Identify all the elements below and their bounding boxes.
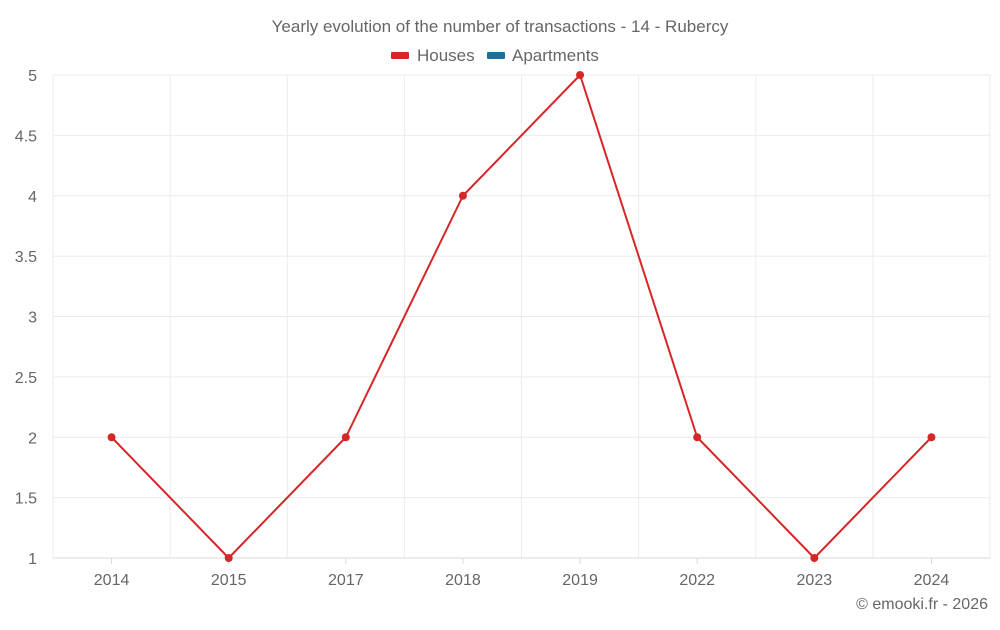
legend-swatch-apartments: [487, 52, 505, 59]
y-tick-label: 5: [28, 68, 37, 85]
data-point-houses[interactable]: [107, 433, 116, 442]
legend-swatch-houses: [391, 52, 409, 59]
data-point-houses[interactable]: [224, 554, 233, 562]
legend: Houses Apartments: [391, 46, 599, 65]
x-tick-label: 2022: [679, 572, 715, 589]
chart-title: Yearly evolution of the number of transa…: [272, 17, 729, 36]
data-point-houses[interactable]: [458, 191, 467, 200]
legend-label-apartments[interactable]: Apartments: [512, 46, 599, 65]
y-tick-label: 3: [28, 310, 37, 327]
data-point-houses[interactable]: [927, 433, 936, 442]
y-tick-label: 3.5: [15, 249, 37, 266]
x-tick-label: 2018: [445, 572, 481, 589]
x-axis: 2014 2015 2017 2018 2019 2022 2023 2024: [53, 557, 990, 589]
x-tick-label: 2014: [94, 572, 130, 589]
credit-text: © emooki.fr - 2026: [856, 596, 988, 613]
y-tick-label: 1: [28, 551, 37, 568]
series-line-houses: [110, 74, 933, 559]
data-point-houses[interactable]: [810, 554, 819, 562]
x-tick-label: 2017: [328, 572, 364, 589]
y-tick-label: 1.5: [15, 491, 37, 508]
y-tick-label: 4: [28, 189, 37, 206]
grid: [52, 74, 991, 558]
data-point-houses[interactable]: [576, 71, 585, 79]
x-tick-label: 2015: [211, 572, 247, 589]
y-axis: 1 1.5 2 2.5 3 3.5 4 4.5 5: [15, 68, 37, 568]
data-point-houses[interactable]: [341, 433, 350, 442]
data-point-houses[interactable]: [693, 433, 702, 442]
x-tick-label: 2023: [797, 572, 833, 589]
series-layer: [107, 71, 936, 562]
y-tick-label: 2.5: [15, 370, 37, 387]
x-tick-label: 2024: [914, 572, 950, 589]
y-tick-label: 4.5: [15, 128, 37, 145]
x-tick-label: 2019: [562, 572, 598, 589]
y-tick-label: 2: [28, 430, 37, 447]
legend-label-houses[interactable]: Houses: [417, 46, 475, 65]
